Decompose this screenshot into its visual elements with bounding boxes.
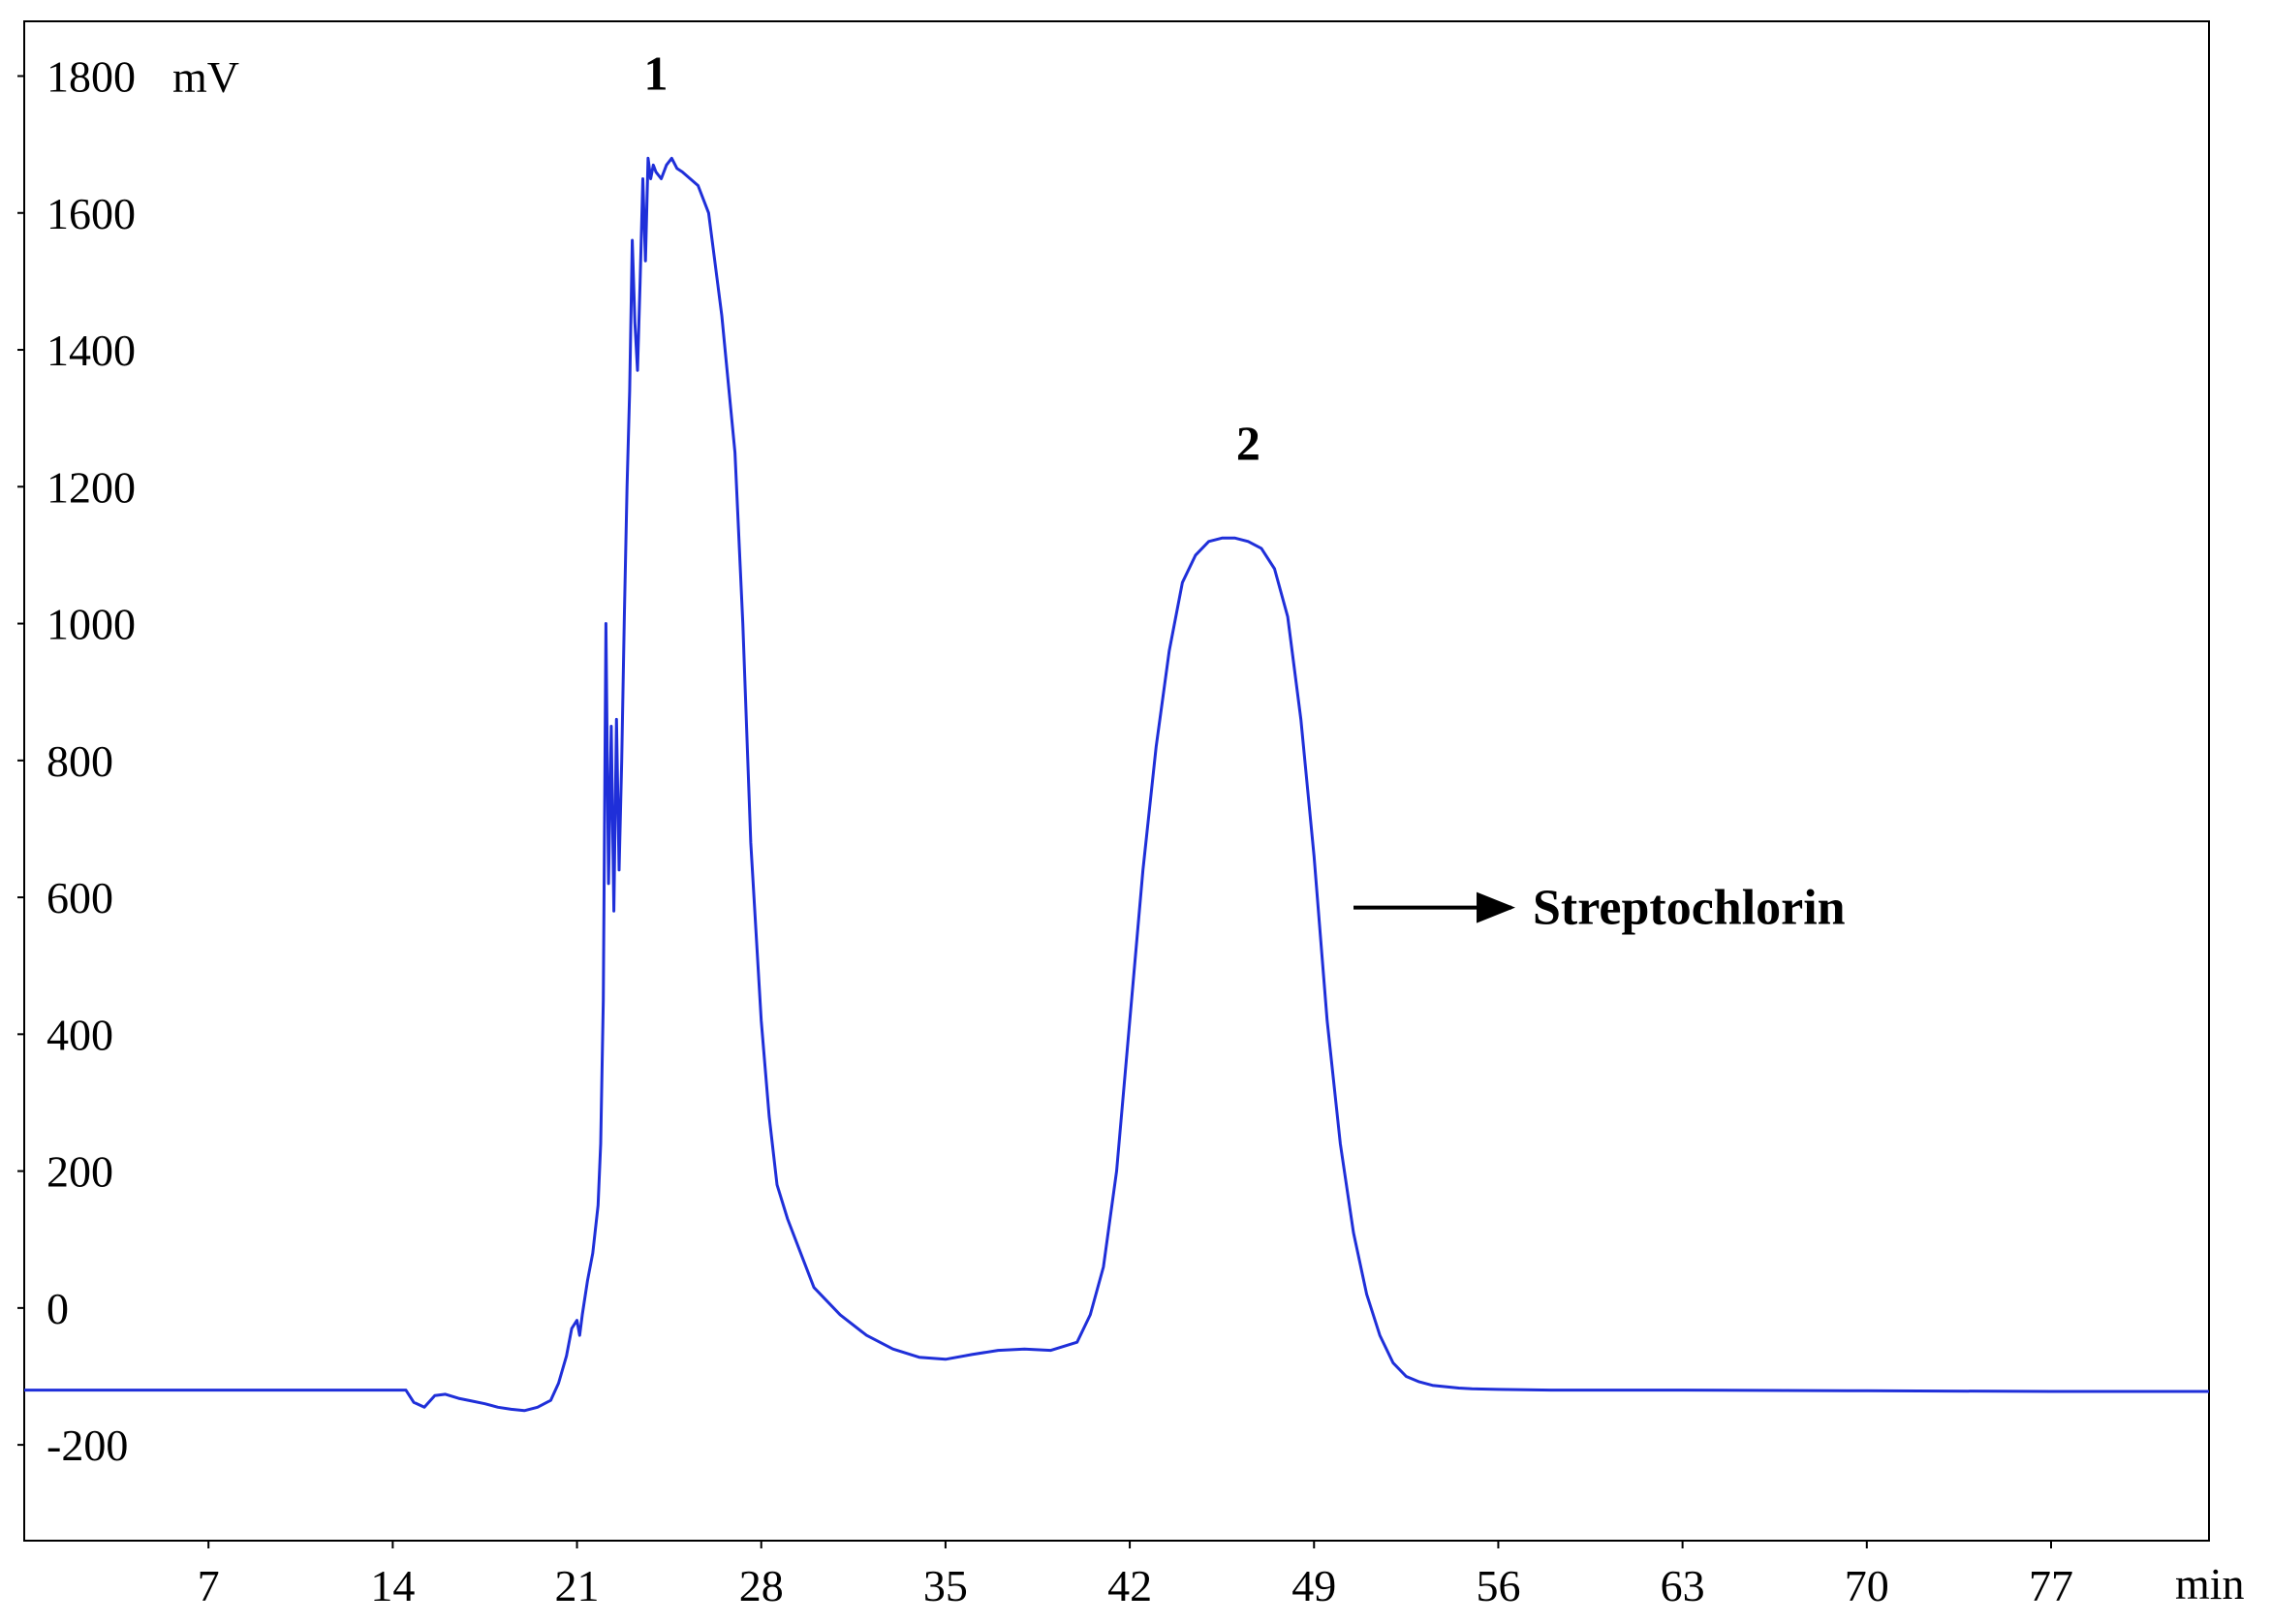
y-tick-label: 800 — [47, 736, 113, 786]
peak-label: 1 — [644, 47, 669, 101]
y-tick-label: 1800 — [47, 52, 136, 102]
x-tick-label: 63 — [1661, 1561, 1705, 1610]
x-tick-label: 35 — [923, 1561, 968, 1610]
peak-label: 2 — [1236, 416, 1260, 470]
x-tick-label: 56 — [1476, 1561, 1520, 1610]
series-line — [24, 156, 2209, 1413]
y-tick-label: 1200 — [47, 462, 136, 512]
annotations: 1 2 Streptochlorin — [644, 47, 1846, 936]
x-axis-ticks: 7 14 21 28 35 42 49 56 63 70 77 — [198, 1541, 2073, 1610]
y-tick-label: 1400 — [47, 326, 136, 375]
y-unit-label: mV — [172, 52, 239, 102]
x-tick-label: 77 — [2029, 1561, 2073, 1610]
y-tick-label: 0 — [47, 1284, 69, 1333]
y-tick-label: 1000 — [47, 600, 136, 649]
y-tick-label: -200 — [47, 1421, 128, 1470]
x-tick-label: 7 — [198, 1561, 220, 1610]
y-axis-ticks: 1800 1600 1400 1200 1000 800 600 400 200 0 -200 — [17, 52, 136, 1470]
x-unit-label: min — [2175, 1559, 2245, 1608]
plot-frame — [23, 20, 2210, 1542]
x-tick-label: 49 — [1291, 1561, 1336, 1610]
x-tick-label: 70 — [1845, 1561, 1889, 1610]
annotation-compound-label: Streptochlorin — [1533, 881, 1846, 936]
x-tick-label: 28 — [739, 1561, 784, 1610]
y-tick-label: 200 — [47, 1147, 113, 1197]
x-tick-label: 14 — [370, 1561, 415, 1610]
x-tick-label: 21 — [555, 1561, 600, 1610]
y-tick-label: 600 — [47, 873, 113, 922]
x-tick-label: 42 — [1107, 1561, 1152, 1610]
y-tick-label: 400 — [47, 1010, 113, 1059]
y-tick-label: 1600 — [47, 189, 136, 238]
